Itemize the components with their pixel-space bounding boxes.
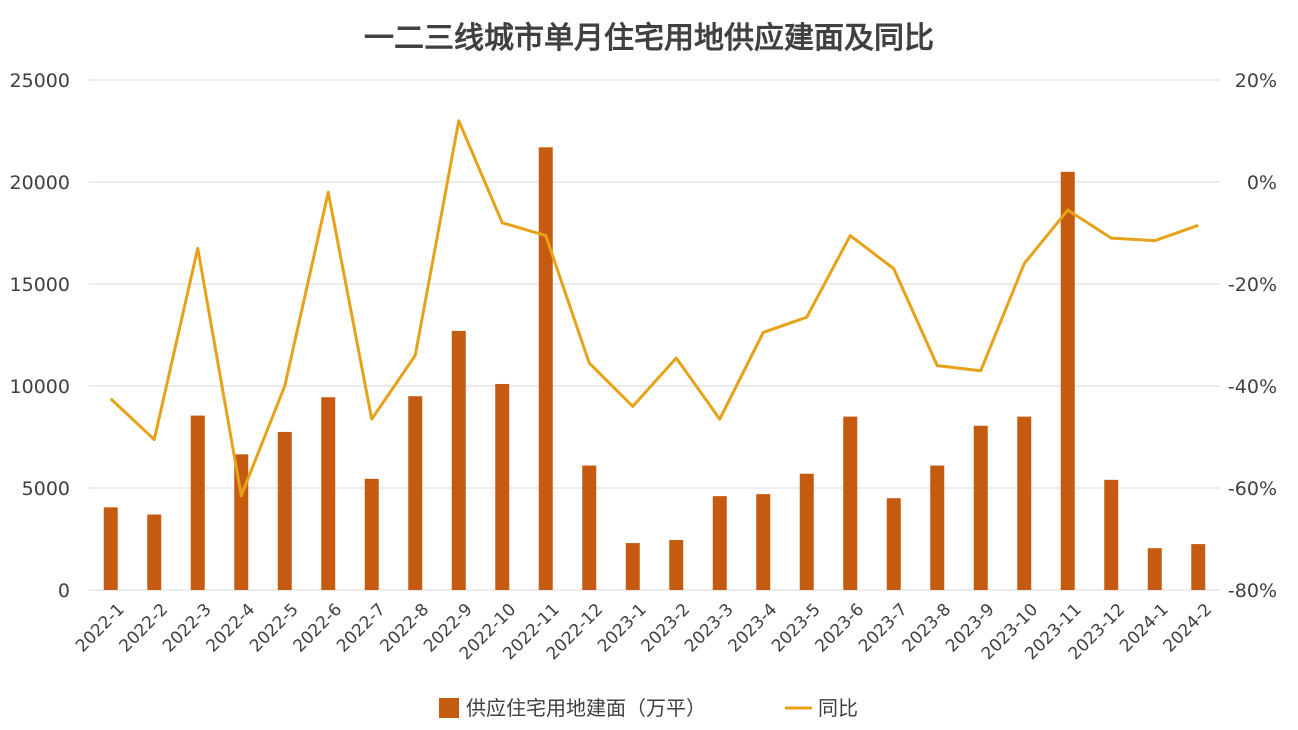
bar xyxy=(408,396,423,590)
bar xyxy=(973,425,988,590)
bar xyxy=(277,431,292,590)
left-axis: 25000 20000 15000 10000 5000 0 xyxy=(10,70,70,602)
y-tick-label: 25000 xyxy=(10,70,70,92)
bar xyxy=(1191,544,1206,590)
y2-tick-label: 20% xyxy=(1235,70,1277,92)
bar xyxy=(886,498,901,590)
y2-tick-label: -80% xyxy=(1228,580,1277,602)
bar xyxy=(147,514,162,590)
y-tick-label: 5000 xyxy=(22,478,70,500)
legend-bar-label: 供应住宅用地建面（万平） xyxy=(466,696,706,720)
bar xyxy=(364,478,379,590)
chart-title: 一二三线城市单月住宅用地供应建面及同比 xyxy=(364,21,934,56)
bar xyxy=(843,416,858,590)
y2-tick-label: 0% xyxy=(1247,172,1277,194)
bar xyxy=(1060,171,1075,591)
y2-tick-label: -60% xyxy=(1228,478,1277,500)
bar xyxy=(495,383,510,590)
y-tick-label: 20000 xyxy=(10,172,70,194)
bar xyxy=(930,465,945,590)
bar xyxy=(669,540,684,590)
legend-bar-swatch xyxy=(439,698,459,718)
y-tick-label: 10000 xyxy=(10,376,70,398)
yoy-line xyxy=(109,119,1199,498)
gridlines xyxy=(89,79,1220,591)
x-tick-label: 2024-2 xyxy=(1159,600,1216,657)
y-tick-label: 0 xyxy=(58,580,70,602)
bar xyxy=(103,507,118,590)
bar xyxy=(712,496,727,590)
bar xyxy=(451,330,466,590)
bar xyxy=(538,147,553,590)
bar xyxy=(582,465,597,590)
bar xyxy=(756,494,771,590)
right-axis: 20% 0% -20% -40% -60% -80% xyxy=(1228,70,1277,602)
y2-tick-label: -20% xyxy=(1228,274,1277,296)
bar xyxy=(321,397,336,590)
bar xyxy=(625,543,640,590)
bar xyxy=(190,415,205,590)
bar-series xyxy=(103,147,1206,591)
y2-tick-label: -40% xyxy=(1228,376,1277,398)
bar xyxy=(1017,416,1032,590)
bar xyxy=(1147,548,1162,590)
bar xyxy=(799,473,814,590)
legend: 供应住宅用地建面（万平） 同比 xyxy=(439,696,858,720)
bar xyxy=(1104,479,1119,590)
legend-line-label: 同比 xyxy=(818,696,858,720)
y-tick-label: 15000 xyxy=(10,274,70,296)
x-axis: 2022-12022-22022-32022-42022-52022-62022… xyxy=(72,600,1216,664)
line-series xyxy=(109,119,1199,498)
